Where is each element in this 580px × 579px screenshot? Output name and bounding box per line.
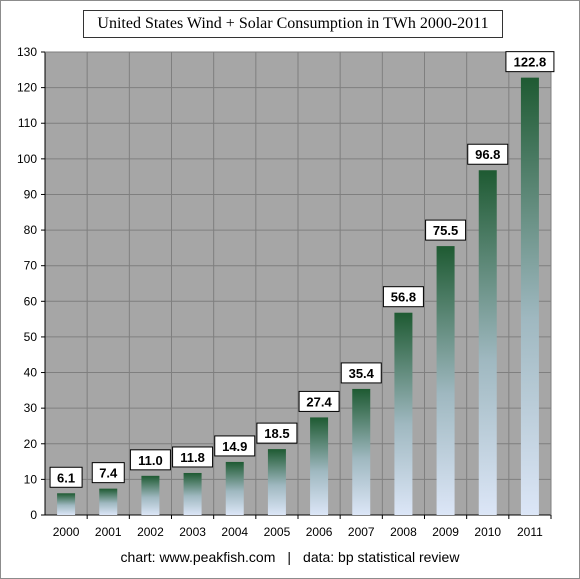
data-label-box xyxy=(172,446,214,468)
y-tick-label: 110 xyxy=(18,116,37,130)
y-tick-label: 80 xyxy=(24,223,38,237)
x-tick-label: 2006 xyxy=(306,525,333,539)
data-labels: 6.1 7.4 11.0 11.8 14.9 18.5 27.4 35.4 56.8 75.5 96… xyxy=(49,51,555,488)
y-tick-label: 130 xyxy=(17,45,37,59)
x-tick-label: 2005 xyxy=(264,525,291,539)
bar xyxy=(57,493,76,515)
bar xyxy=(183,472,202,515)
data-label-box xyxy=(91,462,125,484)
y-tick-label: 40 xyxy=(24,366,38,380)
x-tick-label: 2009 xyxy=(432,525,459,539)
data-label: 6.1 xyxy=(57,470,75,485)
data-label-box xyxy=(467,143,509,165)
data-label: 18.5 xyxy=(264,426,289,441)
bar xyxy=(225,461,244,515)
chart-footer: chart: www.peakfish.com | data: bp statist… xyxy=(1,549,579,565)
footer-source: chart: www.peakfish.com xyxy=(120,549,276,565)
x-tick-label: 2001 xyxy=(95,525,122,539)
data-label-box xyxy=(49,466,83,488)
y-tick-label: 60 xyxy=(24,294,38,308)
y-tick-label: 30 xyxy=(24,401,38,415)
bar xyxy=(478,170,497,515)
y-tick-label: 10 xyxy=(24,472,38,486)
data-label-box xyxy=(340,362,382,384)
y-tick-label: 50 xyxy=(24,330,38,344)
data-label: 96.8 xyxy=(475,147,500,162)
data-label: 11.0 xyxy=(138,453,163,468)
data-label: 7.4 xyxy=(99,466,118,481)
data-label-box xyxy=(505,51,555,73)
data-label: 11.8 xyxy=(180,450,205,465)
y-tick-label: 90 xyxy=(24,187,38,201)
data-label: 75.5 xyxy=(433,223,458,238)
y-tick-label: 20 xyxy=(24,437,38,451)
x-tick-label: 2007 xyxy=(348,525,375,539)
chart-title: United States Wind + Solar Consumption i… xyxy=(83,10,503,38)
x-tick-label: 2010 xyxy=(474,525,501,539)
data-label-box xyxy=(382,286,424,308)
x-tick-label: 2002 xyxy=(137,525,164,539)
x-tick-label: 2004 xyxy=(221,525,248,539)
footer-separator: | xyxy=(287,549,292,565)
data-label-box xyxy=(129,449,171,471)
x-tick-label: 2011 xyxy=(517,525,543,539)
bar xyxy=(436,246,455,515)
data-label: 122.8 xyxy=(514,55,547,70)
bar xyxy=(141,475,160,515)
x-tick-label: 2008 xyxy=(390,525,417,539)
y-tick-label: 0 xyxy=(30,508,37,522)
bar xyxy=(267,449,286,515)
bar xyxy=(394,312,413,515)
bars xyxy=(57,77,539,516)
x-tick-label: 2003 xyxy=(179,525,206,539)
bar xyxy=(352,388,371,515)
x-tick-label: 2000 xyxy=(53,525,80,539)
bar xyxy=(520,77,539,516)
bar xyxy=(310,417,329,515)
data-label-box xyxy=(256,422,298,444)
bar xyxy=(99,488,118,515)
footer-data-credit: data: bp statistical review xyxy=(303,549,460,565)
y-tick-label: 120 xyxy=(17,81,37,95)
data-label: 27.4 xyxy=(306,394,332,409)
data-label: 56.8 xyxy=(391,290,416,305)
data-label-box xyxy=(425,219,467,241)
axes: 0 10 20 30 40 50 60 70 80 90 100 110 120 130 2000 2001 2… xyxy=(17,45,552,539)
data-label: 35.4 xyxy=(349,366,375,381)
data-label-box xyxy=(214,435,256,457)
data-label: 14.9 xyxy=(222,439,247,454)
data-label-box xyxy=(298,390,340,412)
y-tick-label: 100 xyxy=(17,152,37,166)
gridlines xyxy=(45,51,551,516)
y-tick-label: 70 xyxy=(24,259,38,273)
